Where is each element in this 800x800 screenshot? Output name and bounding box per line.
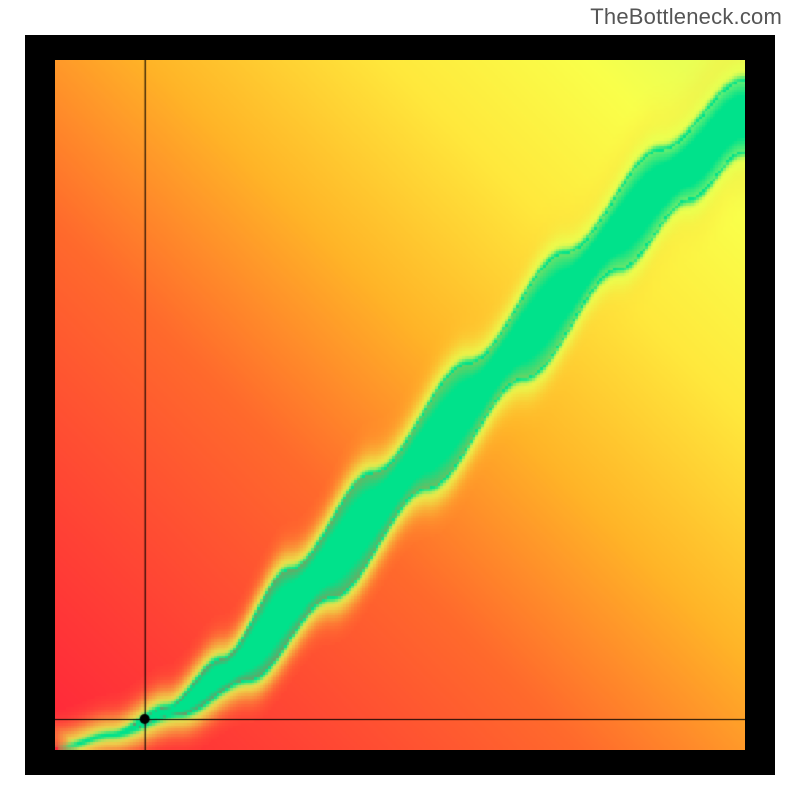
plot-frame [25,35,775,775]
chart-container: TheBottleneck.com [0,0,800,800]
heatmap-canvas [55,60,745,750]
plot-area [55,60,745,750]
watermark-text: TheBottleneck.com [590,4,782,30]
